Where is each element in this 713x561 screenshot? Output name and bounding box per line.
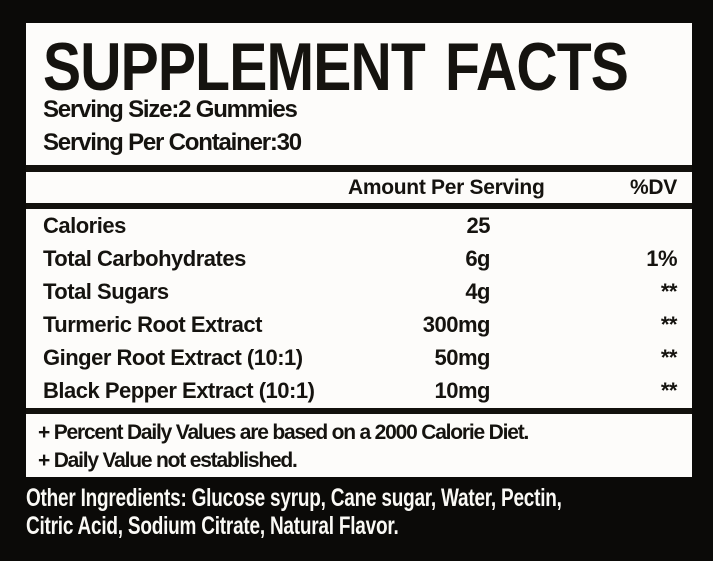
divider-thick-top [26,165,692,172]
table-row: Total Carbohydrates 6g 1% [26,242,692,275]
nutrient-amount: 4g [465,278,490,304]
table-row: Calories 25 [26,209,692,242]
nutrient-dv: ** [660,378,678,404]
nutrient-amount: 10mg [434,378,491,404]
nutrient-dv: ** [660,278,678,304]
nutrient-dv: 1% [646,245,677,271]
footnote-daily-values: + Percent Daily Values are based on a 20… [38,421,529,444]
page-title: SUPPLEMENT FACTS [43,33,713,101]
serving-size-text: Serving Size:2 Gummies [43,96,298,123]
supplement-facts-heading: SUPPLEMENT FACTS [43,29,629,105]
nutrient-amount: 25 [466,212,491,238]
table-row: Ginger Root Extract (10:1) 50mg ** [26,342,692,375]
nutrient-table: Calories 25 Total Carbohydrates 6g 1% To… [26,209,692,408]
nutrient-amount: 6g [465,245,490,271]
nutrient-name: Total Carbohydrates [43,245,246,271]
nutrient-name: Turmeric Root Extract [43,312,262,338]
footnote-dv-not-established: + Daily Value not established. [38,449,298,472]
other-ingredients-line-1: Other Ingredients: Glucose syrup, Cane s… [26,484,562,512]
amount-per-serving-header: Amount Per Serving [348,175,545,199]
divider-below-header [26,203,692,209]
percent-dv-header: %DV [630,175,677,199]
nutrient-name: Ginger Root Extract (10:1) [43,345,303,371]
nutrient-amount: 50mg [434,345,491,371]
table-row: Black Pepper Extract (10:1) 10mg ** [26,375,692,408]
other-ingredients-line-2: Citric Acid, Sodium Citrate, Natural Fla… [26,512,399,540]
table-row: Turmeric Root Extract 300mg ** [26,309,692,342]
divider-above-footnotes [26,408,692,414]
table-header-row: Amount Per Serving %DV [26,172,692,203]
other-ingredients-section: Other Ingredients: Glucose syrup, Cane s… [26,484,562,540]
supplement-facts-panel: SUPPLEMENT FACTS Serving Size:2 Gummies … [26,23,692,477]
nutrient-name: Black Pepper Extract (10:1) [43,378,315,404]
servings-per-container-text: Serving Per Container:30 [43,129,302,156]
nutrient-dv: ** [660,345,678,371]
nutrient-name: Total Sugars [43,278,169,304]
nutrient-dv: ** [660,312,678,338]
nutrient-amount: 300mg [422,312,491,338]
nutrient-name: Calories [43,212,126,238]
footnotes-section: + Percent Daily Values are based on a 20… [26,414,692,477]
table-row: Total Sugars 4g ** [26,275,692,308]
